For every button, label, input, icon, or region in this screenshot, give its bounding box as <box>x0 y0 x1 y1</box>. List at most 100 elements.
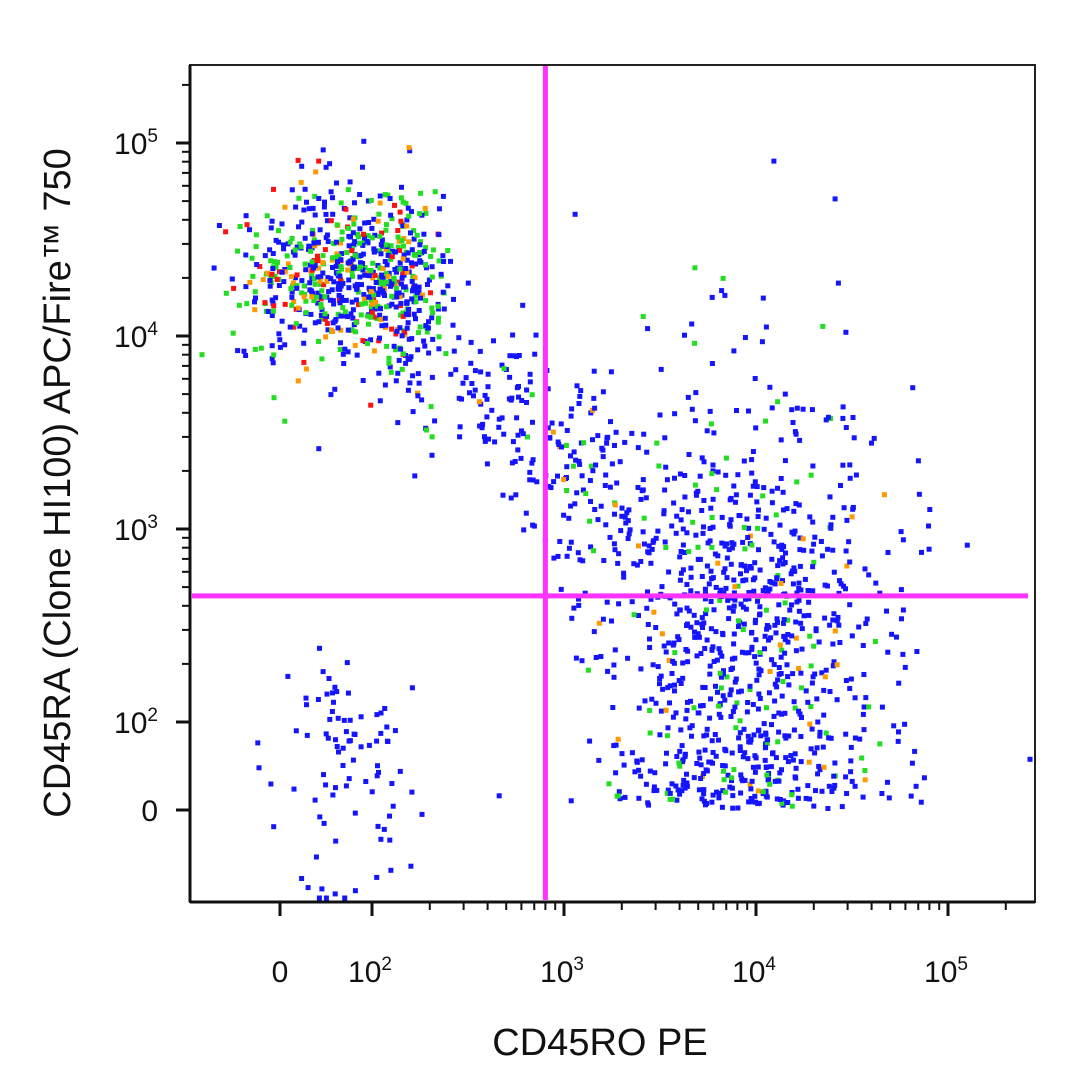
event-dot <box>295 157 301 163</box>
event-dot <box>738 790 744 796</box>
event-dot <box>634 562 640 568</box>
event-dot <box>701 524 706 530</box>
event-dot <box>343 783 349 789</box>
event-dot <box>604 440 610 446</box>
event-dot <box>289 187 295 193</box>
event-dot <box>707 538 713 544</box>
event-dot <box>295 305 301 311</box>
event-dot <box>345 187 351 193</box>
event-dot <box>877 741 883 747</box>
event-dot <box>782 600 788 606</box>
event-dot <box>780 679 786 684</box>
event-dot <box>429 452 435 458</box>
event-dot <box>763 418 768 424</box>
event-dot <box>756 727 762 733</box>
event-dot <box>306 206 312 212</box>
event-dot <box>646 802 651 808</box>
event-dot <box>777 522 783 528</box>
event-dot <box>753 617 758 623</box>
event-dot <box>790 757 796 763</box>
event-dot <box>685 659 691 665</box>
event-dot <box>685 394 691 400</box>
event-dot <box>307 287 313 293</box>
event-dot <box>828 525 834 531</box>
event-dot <box>392 202 397 208</box>
event-dot <box>271 352 277 358</box>
event-dot <box>320 253 326 259</box>
event-dot <box>330 195 335 201</box>
event-dot <box>726 605 732 611</box>
event-dot <box>814 745 820 751</box>
event-dot <box>334 254 339 260</box>
event-dot <box>369 225 375 231</box>
event-dot <box>793 765 799 771</box>
event-dot <box>360 251 366 257</box>
event-dot <box>776 778 782 784</box>
quadrant-gate[interactable] <box>192 66 1028 900</box>
event-dot <box>415 390 420 396</box>
event-dot <box>764 794 770 800</box>
event-dot <box>840 404 846 410</box>
event-dot <box>515 447 521 453</box>
event-dot <box>679 743 685 749</box>
event-dot <box>717 670 723 676</box>
event-dot <box>291 299 297 304</box>
event-dot <box>577 461 583 467</box>
event-dot <box>849 514 855 520</box>
event-dot <box>742 546 748 552</box>
event-dot <box>825 414 831 420</box>
event-dot <box>346 776 352 782</box>
event-dot <box>695 488 701 494</box>
event-dot <box>312 797 318 803</box>
event-dot <box>558 421 564 427</box>
event-dot <box>752 654 758 660</box>
event-dot <box>389 301 395 307</box>
event-dot <box>717 650 723 656</box>
event-dot <box>772 681 778 687</box>
event-dot <box>898 587 904 593</box>
event-dot <box>745 756 751 762</box>
event-dot <box>902 664 908 670</box>
event-dot <box>622 514 628 520</box>
event-dot <box>735 805 741 811</box>
event-dot <box>309 245 315 251</box>
event-dot <box>778 671 784 676</box>
event-dot <box>395 228 401 233</box>
event-dot <box>608 419 613 425</box>
event-dot <box>671 500 677 506</box>
event-dot <box>823 667 829 673</box>
event-dot <box>530 477 536 483</box>
event-dot <box>391 343 397 349</box>
event-dot <box>896 729 901 735</box>
event-dot <box>825 546 831 552</box>
event-dot <box>789 803 795 809</box>
event-dot <box>720 788 726 794</box>
event-dot <box>715 469 721 475</box>
event-dot <box>753 755 759 761</box>
event-dot <box>677 763 683 769</box>
event-dot <box>370 260 376 266</box>
event-dot <box>666 658 672 663</box>
event-dot <box>588 499 593 504</box>
event-dot <box>357 192 363 197</box>
event-dot <box>345 225 351 231</box>
event-dot <box>640 487 646 493</box>
event-dot <box>653 535 659 541</box>
event-dot <box>463 375 469 381</box>
event-dot <box>352 888 358 894</box>
event-dot <box>329 709 335 714</box>
event-dot <box>343 297 349 303</box>
event-dot <box>267 283 273 289</box>
x-axis-ticks: 0 102 103 104 105 <box>272 902 1007 989</box>
event-dot <box>346 285 352 291</box>
event-dot <box>566 515 572 521</box>
event-dot <box>749 542 755 548</box>
event-dot <box>731 603 737 609</box>
event-dot <box>407 148 413 154</box>
event-dot <box>785 617 790 623</box>
event-dot <box>377 286 383 292</box>
event-dot <box>426 319 431 325</box>
event-dot <box>718 587 724 593</box>
event-dot <box>847 462 853 468</box>
